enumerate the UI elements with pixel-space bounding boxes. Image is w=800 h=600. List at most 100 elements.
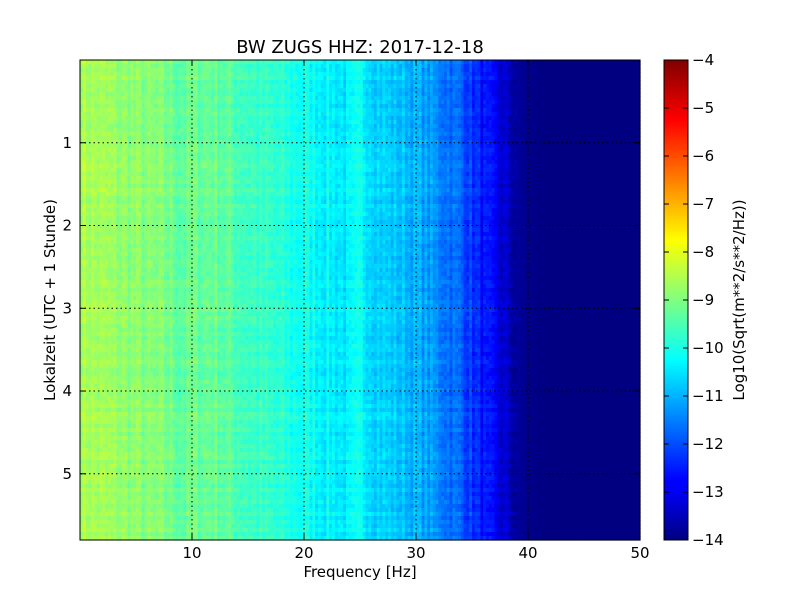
heatmap-cell (147, 128, 151, 133)
heatmap-cell (329, 112, 333, 117)
heatmap-cell (570, 116, 574, 121)
heatmap-cell (242, 76, 246, 81)
heatmap-cell (320, 148, 325, 153)
heatmap-cell (637, 120, 641, 125)
heatmap-cell (231, 96, 235, 101)
heatmap-cell (172, 64, 176, 69)
heatmap-cell (91, 112, 95, 117)
heatmap-cell (312, 128, 316, 133)
heatmap-cell (133, 128, 137, 133)
heatmap-cell (259, 60, 263, 65)
heatmap-cell (116, 116, 120, 121)
heatmap-cell (609, 128, 613, 133)
heatmap-cell (315, 76, 319, 81)
heatmap-cell (169, 108, 173, 113)
heatmap-cell (547, 132, 551, 137)
heatmap-cell (323, 144, 327, 149)
heatmap-cell (460, 120, 465, 125)
heatmap-cell (589, 116, 593, 121)
heatmap-cell (530, 84, 535, 89)
heatmap-cell (259, 88, 263, 93)
heatmap-cell (127, 120, 131, 125)
heatmap-cell (463, 112, 467, 117)
heatmap-cell (259, 96, 263, 101)
heatmap-cell (334, 84, 339, 89)
heatmap-cell (287, 140, 291, 145)
heatmap-cell (600, 124, 605, 129)
heatmap-cell (449, 80, 453, 85)
heatmap-cell (334, 136, 339, 141)
heatmap-cell (634, 132, 638, 137)
heatmap-cell (452, 64, 456, 69)
heatmap-cell (491, 92, 495, 97)
heatmap-cell (116, 100, 120, 105)
heatmap-cell (416, 128, 420, 133)
heatmap-cell (211, 140, 215, 145)
heatmap-cell (628, 136, 633, 141)
heatmap-cell (572, 64, 577, 69)
heatmap-cell (525, 100, 529, 105)
heatmap-cell (586, 60, 591, 65)
heatmap-cell (108, 76, 112, 81)
heatmap-cell (298, 72, 302, 77)
heatmap-cell (519, 128, 523, 133)
heatmap-cell (617, 88, 621, 93)
heatmap-cell (284, 128, 288, 133)
heatmap-cell (407, 72, 411, 77)
heatmap-cell (222, 116, 227, 121)
heatmap-cell (539, 72, 543, 77)
heatmap-cell (528, 60, 532, 65)
heatmap-cell (418, 104, 423, 109)
heatmap-cell (511, 68, 515, 73)
heatmap-cell (211, 148, 215, 153)
heatmap-cell (547, 88, 551, 93)
heatmap-cell (508, 132, 512, 137)
heatmap-cell (88, 88, 92, 93)
heatmap-cell (575, 108, 579, 113)
heatmap-cell (281, 104, 285, 109)
heatmap-cell (183, 136, 187, 141)
heatmap-cell (374, 60, 378, 65)
heatmap-cell (88, 112, 92, 117)
heatmap-cell (511, 80, 515, 85)
heatmap-cell (561, 84, 565, 89)
heatmap-cell (578, 72, 582, 77)
heatmap-cell (486, 64, 490, 69)
heatmap-cell (152, 132, 157, 137)
heatmap-cell (99, 100, 103, 105)
heatmap-cell (334, 72, 339, 77)
heatmap-cell (623, 132, 627, 137)
heatmap-cell (623, 72, 627, 77)
heatmap-cell (119, 120, 123, 125)
heatmap-cell (82, 136, 87, 141)
heatmap-cell (326, 88, 330, 93)
heatmap-cell (225, 112, 229, 117)
heatmap-cell (273, 80, 277, 85)
heatmap-cell (637, 76, 641, 81)
heatmap-cell (214, 88, 218, 93)
heatmap-cell (276, 88, 280, 93)
heatmap-cell (488, 64, 493, 69)
heatmap-cell (385, 116, 389, 121)
heatmap-cell (180, 128, 185, 133)
heatmap-cell (315, 64, 319, 69)
heatmap-cell (189, 104, 193, 109)
heatmap-cell (242, 120, 246, 125)
heatmap-cell (598, 100, 602, 105)
heatmap-cell (264, 60, 269, 65)
heatmap-cell (407, 144, 411, 149)
heatmap-cell (522, 68, 526, 73)
heatmap-cell (94, 60, 98, 65)
heatmap-cell (581, 96, 585, 101)
heatmap-cell (211, 128, 215, 133)
heatmap-cell (466, 132, 470, 137)
heatmap-cell (85, 124, 89, 129)
heatmap-cell (326, 100, 330, 105)
heatmap-cell (158, 96, 162, 101)
heatmap-cell (192, 104, 196, 109)
heatmap-cell (290, 88, 294, 93)
heatmap-cell (500, 132, 504, 137)
heatmap-cell (368, 116, 372, 121)
heatmap-cell (94, 68, 98, 73)
heatmap-cell (427, 68, 431, 73)
